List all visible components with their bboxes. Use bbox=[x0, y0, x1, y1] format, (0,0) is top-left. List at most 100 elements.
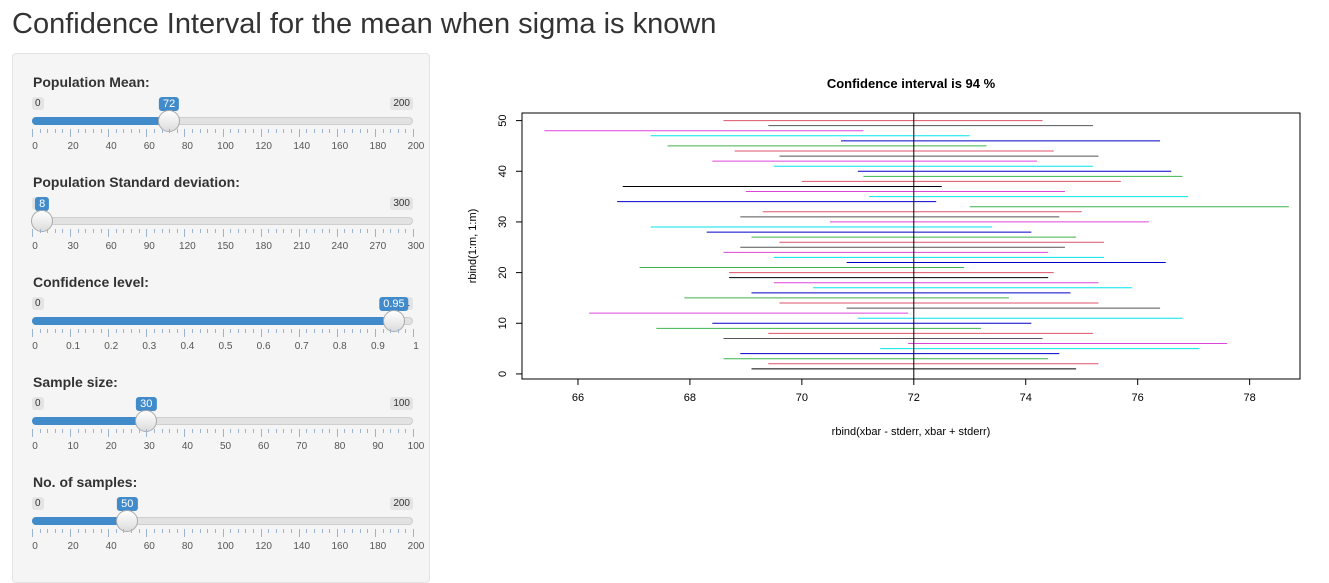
slider-tick bbox=[146, 529, 148, 537]
slider-tick bbox=[260, 329, 262, 337]
slider-tick bbox=[138, 429, 140, 433]
slider-tick bbox=[313, 229, 315, 233]
slider-tick bbox=[115, 429, 117, 433]
slider-handle[interactable] bbox=[116, 510, 139, 532]
slider-tick bbox=[252, 529, 254, 533]
slider-n[interactable]: Sample size: 0 100 30 0 10 20 30 40 50 60 70 80 90 100 bbox=[32, 374, 424, 474]
slider-tick bbox=[252, 129, 254, 133]
slider-tick bbox=[214, 129, 216, 133]
slider-tick bbox=[405, 529, 407, 533]
slider-tick bbox=[70, 529, 72, 537]
slider-tick bbox=[245, 129, 247, 133]
slider-tick bbox=[291, 329, 293, 333]
slider-tick-label: 0.7 bbox=[294, 341, 309, 352]
slider-tick bbox=[374, 429, 376, 437]
slider-tick bbox=[100, 329, 102, 333]
slider-value-badge: 50 bbox=[117, 497, 138, 511]
slider-sd[interactable]: Population Standard deviation:0300803060… bbox=[31, 174, 424, 274]
slider-tick bbox=[336, 129, 338, 137]
slider-tick bbox=[115, 129, 117, 133]
slider-tick bbox=[161, 329, 163, 333]
slider-tick bbox=[62, 529, 64, 533]
slider-tick bbox=[291, 129, 293, 133]
slider-label: No. of samples: bbox=[33, 474, 138, 490]
slider-tick-label: 200 bbox=[407, 541, 425, 552]
slider-tick bbox=[283, 529, 285, 533]
slider-tick bbox=[260, 229, 262, 237]
slider-fill bbox=[32, 517, 128, 525]
slider-tick bbox=[131, 229, 133, 233]
slider-tick bbox=[153, 429, 155, 433]
slider-tick bbox=[199, 129, 201, 133]
slider-tick-label: 180 bbox=[369, 141, 387, 152]
slider-tick bbox=[176, 229, 178, 233]
slider-handle[interactable] bbox=[31, 210, 54, 232]
slider-tick bbox=[313, 329, 315, 333]
slider-tick-label: 160 bbox=[331, 141, 349, 152]
slider-tick-label: 270 bbox=[369, 241, 387, 252]
slider-tick bbox=[77, 429, 79, 433]
slider-tick bbox=[237, 429, 239, 433]
slider-tick-label: 0.9 bbox=[370, 341, 385, 352]
slider-tick bbox=[405, 429, 407, 433]
slider-max-label: 200 bbox=[390, 97, 413, 110]
y-tick-label: 40 bbox=[497, 165, 509, 177]
slider-tick bbox=[92, 129, 94, 133]
slider-tick bbox=[268, 529, 270, 533]
slider-tick bbox=[352, 329, 354, 333]
slider-tick bbox=[169, 429, 171, 433]
slider-tick bbox=[199, 329, 201, 333]
slider-tick bbox=[146, 329, 148, 337]
slider-tick bbox=[313, 429, 315, 433]
slider-tick bbox=[390, 429, 392, 433]
slider-tick-label: 50 bbox=[219, 441, 232, 452]
slider-tick bbox=[184, 329, 186, 337]
slider-tick bbox=[252, 429, 254, 433]
slider-tick bbox=[54, 329, 56, 333]
slider-tick-label: 20 bbox=[67, 541, 79, 552]
slider-tick bbox=[298, 129, 300, 137]
slider-tick bbox=[382, 229, 384, 233]
slider-tick bbox=[77, 129, 79, 133]
slider-conf[interactable]: Confidence level: 0 1 0.95 0 0.1 0.2 0.3 0.4 0.5 0… bbox=[32, 274, 419, 374]
slider-tick bbox=[47, 429, 49, 433]
slider-label: Population Mean: bbox=[33, 74, 150, 90]
slider-tick bbox=[85, 429, 87, 433]
slider-tick bbox=[275, 429, 277, 433]
slider-tick bbox=[367, 429, 369, 433]
slider-tick bbox=[62, 229, 64, 233]
slider-tick bbox=[382, 529, 384, 533]
slider-tick bbox=[374, 229, 376, 237]
slider-tick-label: 60 bbox=[258, 441, 270, 452]
slider-tick bbox=[283, 229, 285, 233]
slider-track[interactable] bbox=[32, 217, 413, 225]
slider-mean[interactable]: Population Mean: 0 200 72 0 20 40 60 80 100 120 140… bbox=[32, 74, 424, 174]
slider-tick bbox=[199, 229, 201, 233]
slider-tick bbox=[123, 329, 125, 333]
slider-tick bbox=[115, 529, 117, 533]
slider-m[interactable]: No. of samples: 0 200 50 0 20 40 60 80 100 120 140 1… bbox=[32, 474, 424, 574]
slider-tick bbox=[237, 529, 239, 533]
slider-tick bbox=[70, 429, 72, 437]
slider-handle[interactable] bbox=[382, 310, 405, 332]
slider-tick bbox=[39, 229, 41, 233]
slider-tick-label: 120 bbox=[255, 541, 272, 552]
slider-tick bbox=[214, 329, 216, 333]
slider-tick bbox=[344, 229, 346, 233]
slider-tick bbox=[306, 229, 308, 233]
slider-tick bbox=[268, 429, 270, 433]
slider-tick bbox=[260, 529, 262, 537]
slider-tick bbox=[237, 329, 239, 333]
slider-tick bbox=[100, 529, 102, 533]
slider-tick bbox=[374, 329, 376, 337]
slider-tick bbox=[237, 129, 239, 133]
slider-tick bbox=[397, 229, 399, 233]
slider-tick bbox=[192, 229, 194, 233]
slider-tick bbox=[275, 129, 277, 133]
slider-tick bbox=[260, 429, 262, 437]
slider-tick bbox=[131, 529, 133, 533]
slider-tick bbox=[32, 229, 33, 237]
slider-tick-label: 0 bbox=[32, 241, 38, 252]
slider-tick bbox=[77, 529, 79, 533]
slider-tick bbox=[245, 329, 247, 333]
